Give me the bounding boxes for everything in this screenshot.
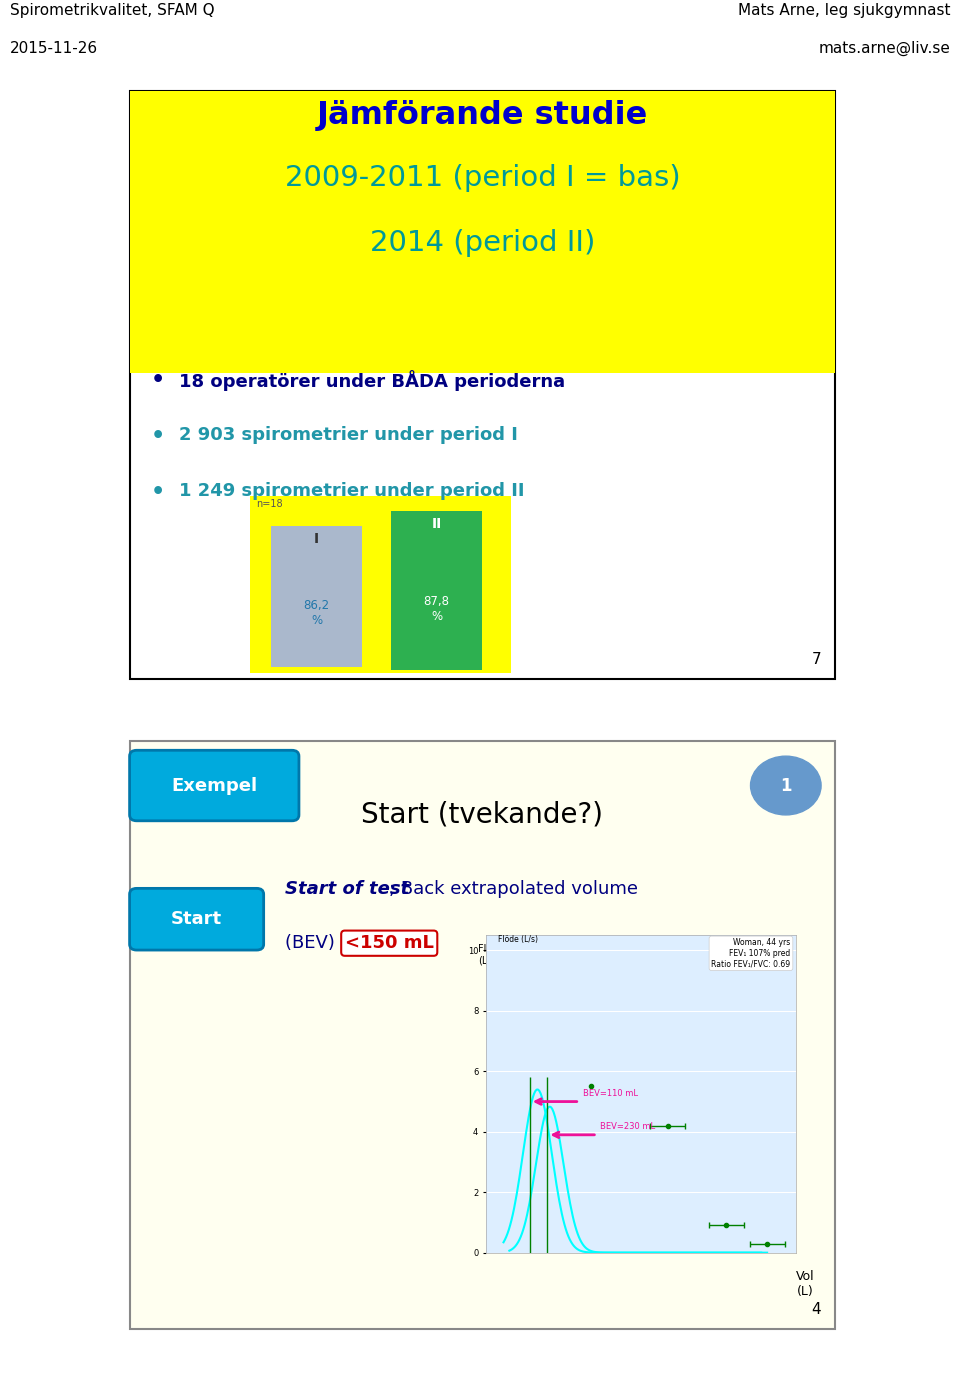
Text: 2 903 spirometrier under period I: 2 903 spirometrier under period I <box>179 425 517 443</box>
Text: •: • <box>151 369 165 390</box>
Text: II: II <box>431 516 442 532</box>
Text: 87,8
%: 87,8 % <box>423 596 449 624</box>
Text: (BEV): (BEV) <box>285 935 341 953</box>
FancyBboxPatch shape <box>130 741 835 1329</box>
Text: 4: 4 <box>811 1302 821 1318</box>
FancyBboxPatch shape <box>250 497 511 673</box>
FancyBboxPatch shape <box>130 91 835 374</box>
Text: 2014 (period II): 2014 (period II) <box>370 229 595 257</box>
Text: Vol
(L): Vol (L) <box>796 1270 814 1298</box>
FancyBboxPatch shape <box>130 91 835 679</box>
Text: Start: Start <box>171 909 222 928</box>
FancyBboxPatch shape <box>130 750 299 821</box>
Text: 7: 7 <box>811 652 821 667</box>
Text: mats.arne@liv.se: mats.arne@liv.se <box>819 41 950 56</box>
Text: 1: 1 <box>780 776 792 795</box>
Text: BEV=230 mL: BEV=230 mL <box>600 1122 656 1130</box>
Circle shape <box>751 755 821 814</box>
Text: •: • <box>151 481 165 502</box>
Text: 1 249 spirometrier under period II: 1 249 spirometrier under period II <box>179 481 524 499</box>
Text: Start (tvekande?): Start (tvekande?) <box>361 800 604 828</box>
Text: Exempel: Exempel <box>171 776 257 795</box>
Text: <150 mL: <150 mL <box>345 935 434 953</box>
Text: I: I <box>314 532 319 546</box>
Text: 86,2
%: 86,2 % <box>303 599 329 627</box>
Text: 2009-2011 (period I = bas): 2009-2011 (period I = bas) <box>284 164 681 193</box>
FancyBboxPatch shape <box>271 526 363 667</box>
FancyBboxPatch shape <box>130 888 264 950</box>
Text: Flow
(L/s): Flow (L/s) <box>478 944 500 965</box>
Text: Mats Arne, leg sjukgymnast: Mats Arne, leg sjukgymnast <box>738 3 950 18</box>
Text: 2015-11-26: 2015-11-26 <box>10 41 98 56</box>
Text: Spirometrikvalitet, SFAM Q: Spirometrikvalitet, SFAM Q <box>10 3 214 18</box>
Text: Jämförande studie: Jämförande studie <box>317 99 648 130</box>
Text: Start of test: Start of test <box>285 880 409 898</box>
Text: 18 operatörer under BÅDA perioderna: 18 operatörer under BÅDA perioderna <box>179 369 565 390</box>
Text: Woman, 44 yrs
FEV₁ 107% pred
Ratio FEV₁/FVC: 0.69: Woman, 44 yrs FEV₁ 107% pred Ratio FEV₁/… <box>711 939 790 968</box>
Text: Flöde (L/s): Flöde (L/s) <box>497 936 538 944</box>
Text: n=18: n=18 <box>256 499 283 509</box>
Text: BEV=110 mL: BEV=110 mL <box>583 1088 637 1098</box>
Text: ; Back extrapolated volume: ; Back extrapolated volume <box>389 880 638 898</box>
FancyBboxPatch shape <box>391 511 483 670</box>
Text: •: • <box>151 425 165 446</box>
